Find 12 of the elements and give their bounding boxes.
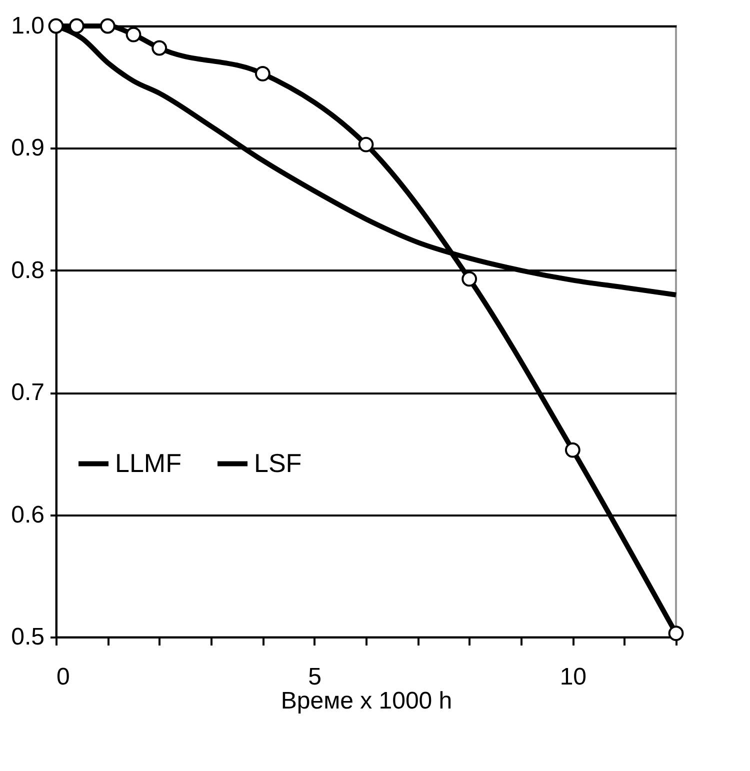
legend-label: LLMF [115, 448, 182, 478]
y-tick-label: 0.6 [11, 501, 44, 528]
x-axis-title: Време x 1000 h [280, 688, 452, 714]
y-tick-label: 0.7 [11, 379, 44, 406]
y-tick-label: 0.5 [11, 624, 44, 650]
y-tick-label: 1.0 [11, 12, 44, 40]
x-tick-label: 10 [560, 664, 587, 690]
x-tick-label: 5 [308, 664, 322, 690]
y-tick-label: 0.8 [11, 256, 44, 284]
y-tick-label: 0.9 [11, 134, 44, 162]
x-tick-label: 0 [56, 664, 70, 690]
legend-label: LSF [254, 448, 302, 478]
